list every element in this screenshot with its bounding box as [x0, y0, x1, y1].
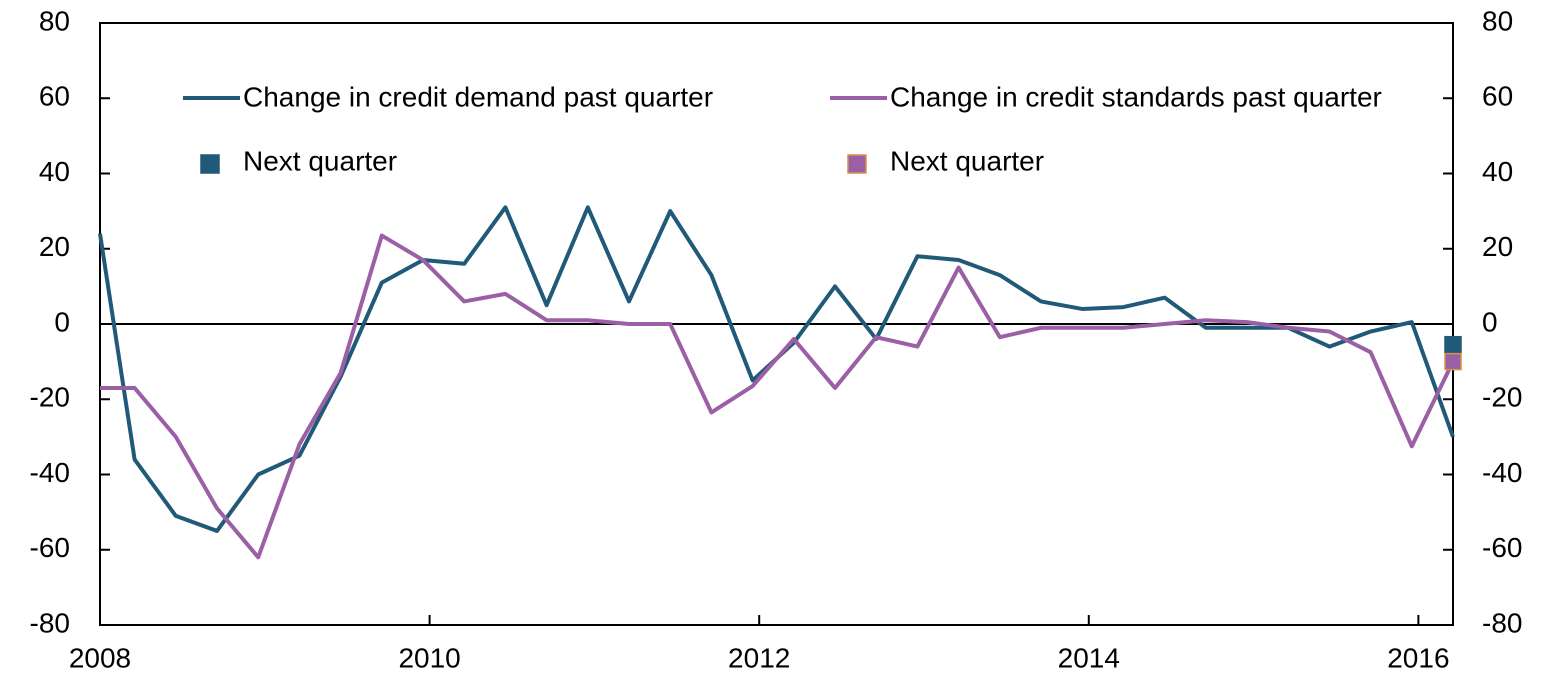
y-tick-label: -20 [30, 382, 70, 413]
y-tick-label: 60 [39, 81, 70, 112]
y-tick-label: -80 [30, 607, 70, 638]
y2-tick-label: 0 [1482, 306, 1498, 337]
series-line [100, 233, 1455, 560]
legend-marker [200, 154, 220, 174]
y2-tick-label: -40 [1482, 457, 1522, 488]
legend-label: Next quarter [890, 145, 1044, 176]
y2-tick-label: -20 [1482, 382, 1522, 413]
y-tick-label: 20 [39, 231, 70, 262]
next-quarter-marker [1444, 352, 1462, 371]
y2-tick-label: 40 [1482, 156, 1513, 187]
legend-label: Change in credit standards past quarter [890, 81, 1382, 112]
y-tick-label: 80 [39, 5, 70, 36]
y-tick-label: 40 [39, 156, 70, 187]
y2-tick-label: 60 [1482, 81, 1513, 112]
y-tick-label: -40 [30, 457, 70, 488]
x-tick-label: 2010 [398, 642, 460, 673]
x-tick-label: 2014 [1058, 642, 1120, 673]
legend-marker [847, 154, 867, 174]
x-tick-label: 2016 [1387, 642, 1449, 673]
y2-tick-label: 20 [1482, 231, 1513, 262]
x-tick-label: 2008 [69, 642, 131, 673]
y2-tick-label: -60 [1482, 532, 1522, 563]
y-tick-label: 0 [54, 306, 70, 337]
y-tick-label: -60 [30, 532, 70, 563]
y2-tick-label: -80 [1482, 607, 1522, 638]
y2-tick-label: 80 [1482, 5, 1513, 36]
legend-label: Next quarter [243, 145, 397, 176]
legend-label: Change in credit demand past quarter [243, 81, 713, 112]
x-tick-label: 2012 [728, 642, 790, 673]
series-line [98, 205, 1455, 533]
next-quarter-marker [1444, 335, 1462, 354]
